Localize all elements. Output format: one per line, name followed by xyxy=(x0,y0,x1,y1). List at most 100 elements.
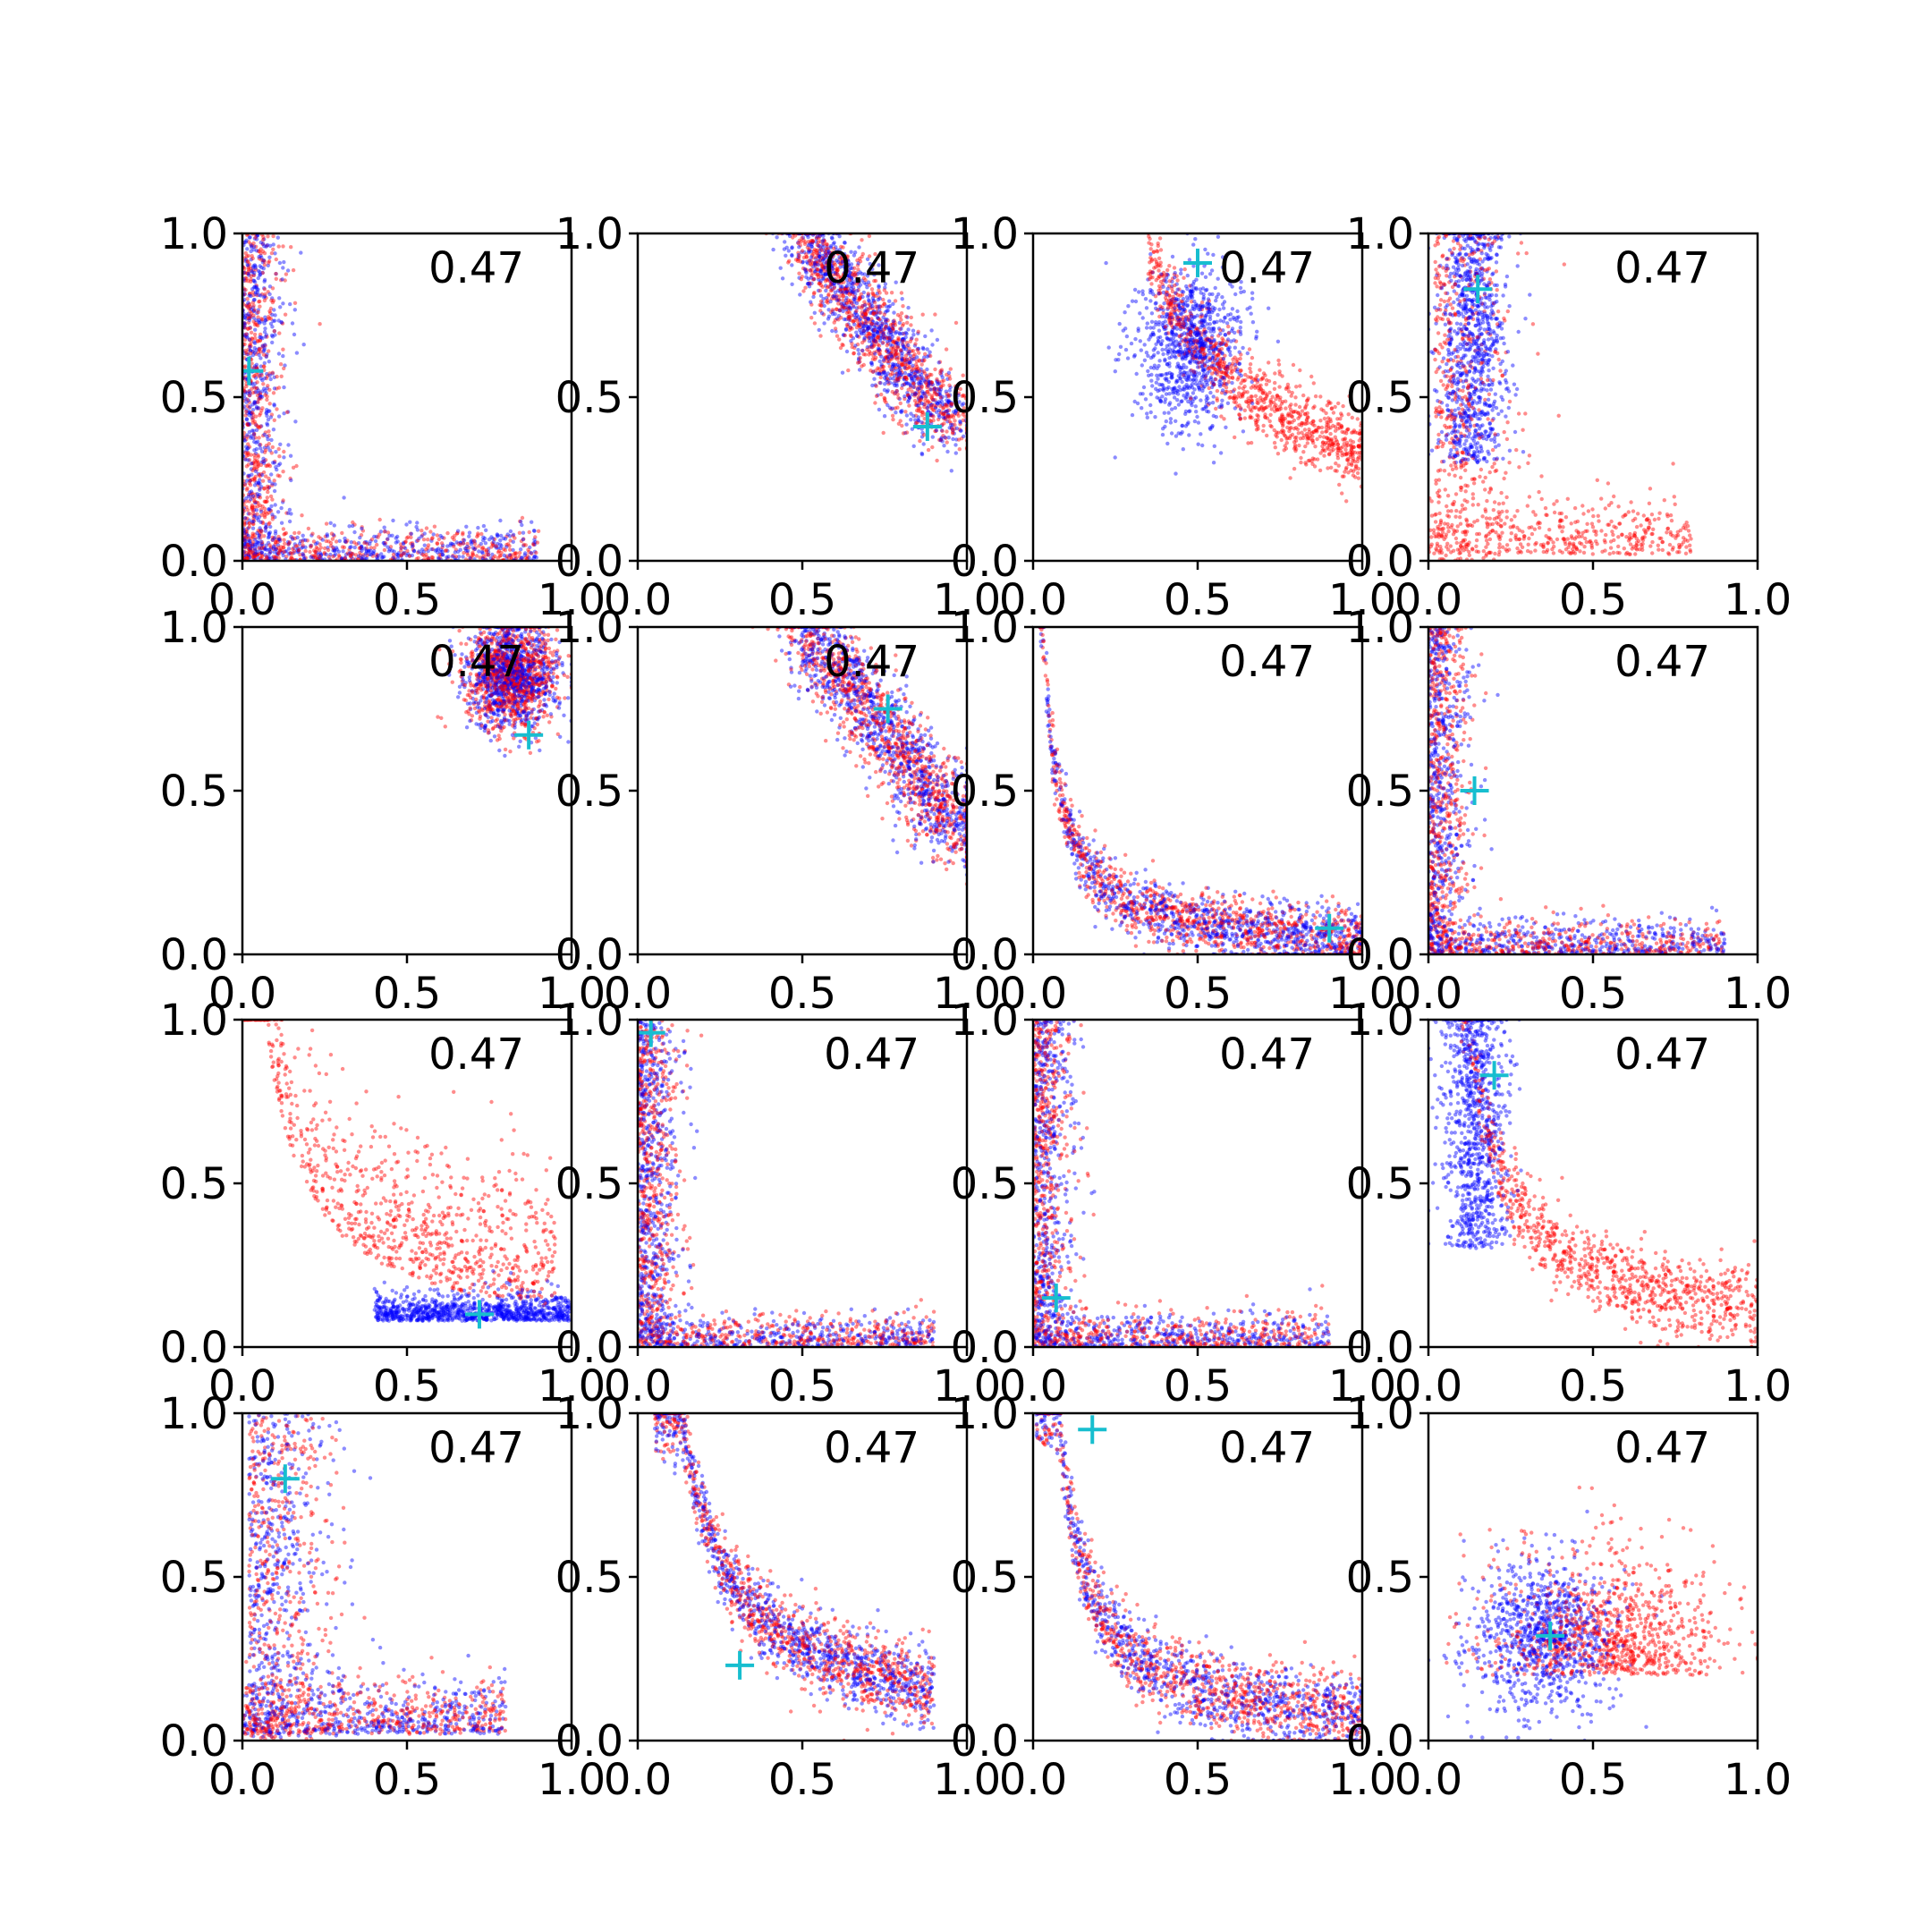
red-point xyxy=(826,272,832,276)
red-point xyxy=(246,537,251,541)
blue-point xyxy=(258,364,263,369)
blue-point xyxy=(260,270,265,275)
blue-point xyxy=(911,381,917,386)
red-point xyxy=(245,304,250,309)
red-point xyxy=(443,548,447,553)
red-point xyxy=(803,267,808,272)
blue-point xyxy=(266,263,270,267)
blue-point xyxy=(278,442,283,446)
red-point xyxy=(1329,465,1334,470)
red-point xyxy=(531,542,537,547)
red-point xyxy=(246,492,251,497)
red-point xyxy=(847,275,852,279)
blue-point xyxy=(382,540,386,546)
red-point xyxy=(245,534,250,539)
red-point xyxy=(270,514,275,519)
red-point xyxy=(1248,366,1252,371)
red-point xyxy=(870,369,876,374)
red-point xyxy=(243,516,248,521)
blue-point xyxy=(252,547,258,551)
red-point xyxy=(250,535,255,539)
blue-point xyxy=(270,555,275,560)
blue-point xyxy=(912,374,917,378)
x-tick-label: 0.0 xyxy=(208,575,276,625)
blue-point xyxy=(259,546,264,550)
blue-point xyxy=(254,480,258,485)
blue-point xyxy=(301,343,306,347)
blue-point xyxy=(247,429,252,435)
blue-point xyxy=(818,249,822,253)
red-point xyxy=(267,402,272,406)
red-point xyxy=(252,504,257,510)
red-point xyxy=(839,244,843,250)
red-point xyxy=(1335,453,1340,458)
red-point xyxy=(1315,457,1320,462)
blue-point xyxy=(246,512,250,516)
blue-point xyxy=(496,534,500,538)
red-point xyxy=(246,474,250,479)
red-point xyxy=(244,350,249,355)
red-point xyxy=(1157,284,1162,289)
red-point xyxy=(867,352,871,357)
red-point xyxy=(862,311,868,316)
red-point xyxy=(898,348,903,352)
blue-point xyxy=(827,284,833,290)
blue-point xyxy=(288,453,293,458)
red-point xyxy=(884,400,888,405)
blue-point xyxy=(825,244,829,249)
blue-point xyxy=(270,371,275,376)
blue-point xyxy=(325,534,330,538)
red-point xyxy=(1264,382,1269,386)
blue-point xyxy=(889,329,894,335)
blue-point xyxy=(914,403,919,408)
blue-point xyxy=(244,400,249,404)
red-point xyxy=(865,347,869,352)
blue-point xyxy=(249,258,253,262)
red-point xyxy=(262,515,267,520)
red-point xyxy=(250,386,254,391)
blue-point xyxy=(820,276,825,281)
red-point xyxy=(935,377,939,382)
blue-point xyxy=(258,264,262,268)
red-point xyxy=(258,391,262,395)
blue-point xyxy=(264,524,268,530)
red-point xyxy=(250,411,255,415)
blue-point xyxy=(852,305,856,309)
blue-point xyxy=(817,251,822,256)
blue-point xyxy=(862,272,867,276)
blue-point xyxy=(899,349,903,353)
red-point xyxy=(260,318,265,322)
red-point xyxy=(249,553,254,557)
red-point xyxy=(242,389,247,394)
blue-point xyxy=(247,555,251,560)
blue-point xyxy=(938,438,943,443)
red-point xyxy=(276,550,281,555)
blue-point xyxy=(440,543,445,547)
blue-point xyxy=(919,394,925,399)
blue-point xyxy=(347,524,352,529)
red-point xyxy=(812,291,817,295)
blue-point xyxy=(886,327,892,332)
blue-point xyxy=(817,327,821,333)
blue-point xyxy=(826,272,830,276)
red-point xyxy=(421,538,427,542)
red-point xyxy=(835,293,839,298)
blue-point xyxy=(818,247,824,251)
red-point xyxy=(882,335,886,340)
red-point xyxy=(245,516,250,521)
red-point xyxy=(315,547,319,551)
red-point xyxy=(243,545,248,550)
blue-point xyxy=(245,262,250,267)
blue-point xyxy=(919,394,923,400)
red-point xyxy=(411,547,416,552)
red-point xyxy=(861,352,866,357)
red-point xyxy=(925,389,929,394)
blue-point xyxy=(912,356,917,361)
red-point xyxy=(255,552,260,557)
red-point xyxy=(261,459,266,464)
red-point xyxy=(1322,453,1326,458)
blue-point xyxy=(877,326,882,330)
red-point xyxy=(933,312,937,317)
blue-point xyxy=(903,347,909,352)
blue-point xyxy=(272,375,276,379)
